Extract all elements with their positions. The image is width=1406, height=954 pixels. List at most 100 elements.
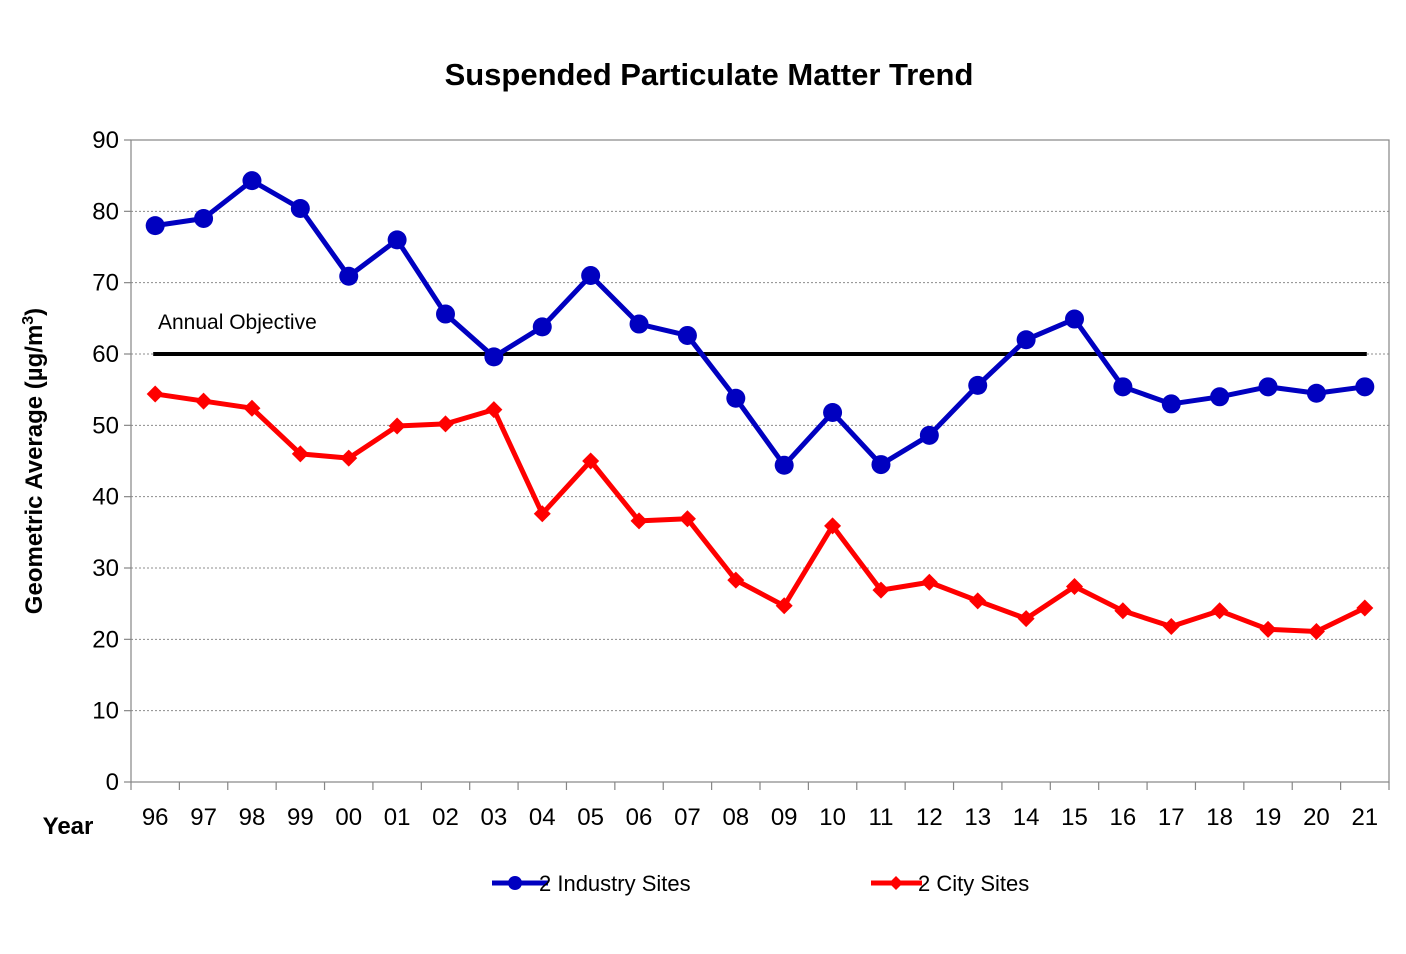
y-tick-label: 60: [92, 341, 119, 368]
x-tick-label: 18: [1206, 804, 1233, 831]
data-point: [824, 517, 842, 535]
y-tick-label: 90: [92, 127, 119, 154]
x-tick-label: 02: [432, 804, 459, 831]
data-point: [630, 512, 648, 530]
y-axis-label-close: ): [21, 308, 48, 316]
data-point: [968, 375, 988, 395]
y-tick-label: 0: [106, 769, 119, 796]
data-point: [629, 314, 649, 334]
legend-label-city: 2 City Sites: [918, 871, 1029, 896]
x-tick-label: 00: [335, 804, 362, 831]
data-point: [1113, 377, 1133, 397]
y-tick-label: 30: [92, 555, 119, 582]
data-point: [1306, 383, 1326, 403]
data-point: [1211, 602, 1229, 620]
data-point: [872, 581, 890, 599]
x-tick-label: 04: [529, 804, 556, 831]
annual-objective-label: Annual Objective: [158, 311, 317, 334]
data-point: [969, 592, 987, 610]
legend-marker-city: [889, 876, 903, 890]
data-point: [437, 415, 454, 433]
x-tick-label: 96: [142, 804, 169, 831]
series-city-sites: [146, 385, 1374, 640]
legend-marker-industry: [508, 876, 522, 890]
series-group: [145, 171, 1375, 640]
data-point: [291, 445, 309, 463]
data-point: [774, 455, 794, 475]
x-tick-label: 14: [1013, 804, 1040, 831]
data-point: [1017, 610, 1035, 628]
x-tick-label: 17: [1158, 804, 1185, 831]
data-point: [387, 230, 407, 250]
data-point: [775, 597, 793, 615]
x-tick-label: 06: [626, 804, 653, 831]
x-tick-label: 16: [1110, 804, 1137, 831]
x-tick-label: 97: [190, 804, 217, 831]
x-tick-label: 15: [1061, 804, 1088, 831]
x-tick-label: 20: [1303, 804, 1330, 831]
data-point: [871, 455, 891, 475]
data-point: [581, 266, 601, 286]
x-tick-label: 12: [916, 804, 943, 831]
data-point: [823, 402, 843, 422]
data-point: [1259, 620, 1277, 638]
data-point: [1258, 377, 1278, 397]
data-point: [484, 347, 504, 367]
data-point: [339, 266, 359, 286]
legend-label-industry: 2 Industry Sites: [539, 871, 691, 896]
series-line: [154, 178, 1366, 468]
data-point: [1114, 602, 1132, 620]
y-tick-label: 70: [92, 270, 119, 297]
y-axis-label: Geometric Average (µg/m3): [20, 308, 48, 614]
x-tick-label: 21: [1351, 804, 1378, 831]
data-point: [1307, 622, 1325, 640]
x-tick-label: 99: [287, 804, 314, 831]
x-tick-label: 08: [722, 804, 749, 831]
y-tick-label: 50: [92, 412, 119, 439]
legend: 2 Industry Sites 2 City Sites: [492, 871, 1029, 896]
data-point: [678, 510, 696, 528]
data-point: [920, 573, 938, 591]
x-axis-tick-labels: 96 97 98 99 00 01 02 03 04 05 06 07 08 09 10 11 12 13 14 15…: [142, 804, 1378, 831]
y-axis-label-main: Geometric Average (µg/m: [21, 325, 48, 614]
y-tick-label: 80: [92, 198, 119, 225]
data-point: [485, 401, 503, 419]
x-tick-label: 13: [964, 804, 991, 831]
legend-item-industry: 2 Industry Sites: [492, 871, 691, 896]
grid-lines: [124, 139, 1389, 783]
data-point: [533, 505, 551, 523]
x-tick-label: 98: [239, 804, 266, 831]
data-point: [194, 208, 214, 228]
x-tick-label: 03: [481, 804, 508, 831]
data-point: [146, 385, 164, 403]
data-point: [1066, 578, 1083, 596]
data-point: [290, 198, 310, 218]
x-axis-ticks: [130, 782, 1390, 790]
x-tick-label: 10: [819, 804, 846, 831]
y-tick-label: 10: [92, 698, 119, 725]
x-tick-label: 19: [1255, 804, 1282, 831]
x-tick-label: 01: [384, 804, 411, 831]
data-point: [145, 216, 165, 236]
legend-item-city: 2 City Sites: [871, 871, 1029, 896]
y-axis-tick-labels: 0 10 20 30 40 50 60 70 80 90: [92, 127, 119, 796]
data-point: [677, 325, 697, 345]
data-point: [1210, 387, 1230, 407]
data-point: [1356, 599, 1374, 617]
data-point: [195, 392, 213, 410]
y-axis-label-superscript: 3: [20, 316, 37, 325]
data-point: [727, 571, 745, 589]
y-tick-label: 40: [92, 484, 119, 511]
series-industry-sites: [145, 171, 1375, 475]
x-axis-label: Year: [43, 813, 94, 840]
data-point: [1355, 377, 1375, 397]
data-point: [1161, 394, 1181, 414]
chart-title: Suspended Particulate Matter Trend: [445, 57, 974, 92]
series-line: [154, 391, 1366, 634]
data-point: [1016, 330, 1036, 350]
data-point: [582, 452, 600, 470]
data-point: [532, 317, 552, 337]
x-tick-label: 05: [577, 804, 604, 831]
x-tick-label: 11: [869, 804, 894, 831]
